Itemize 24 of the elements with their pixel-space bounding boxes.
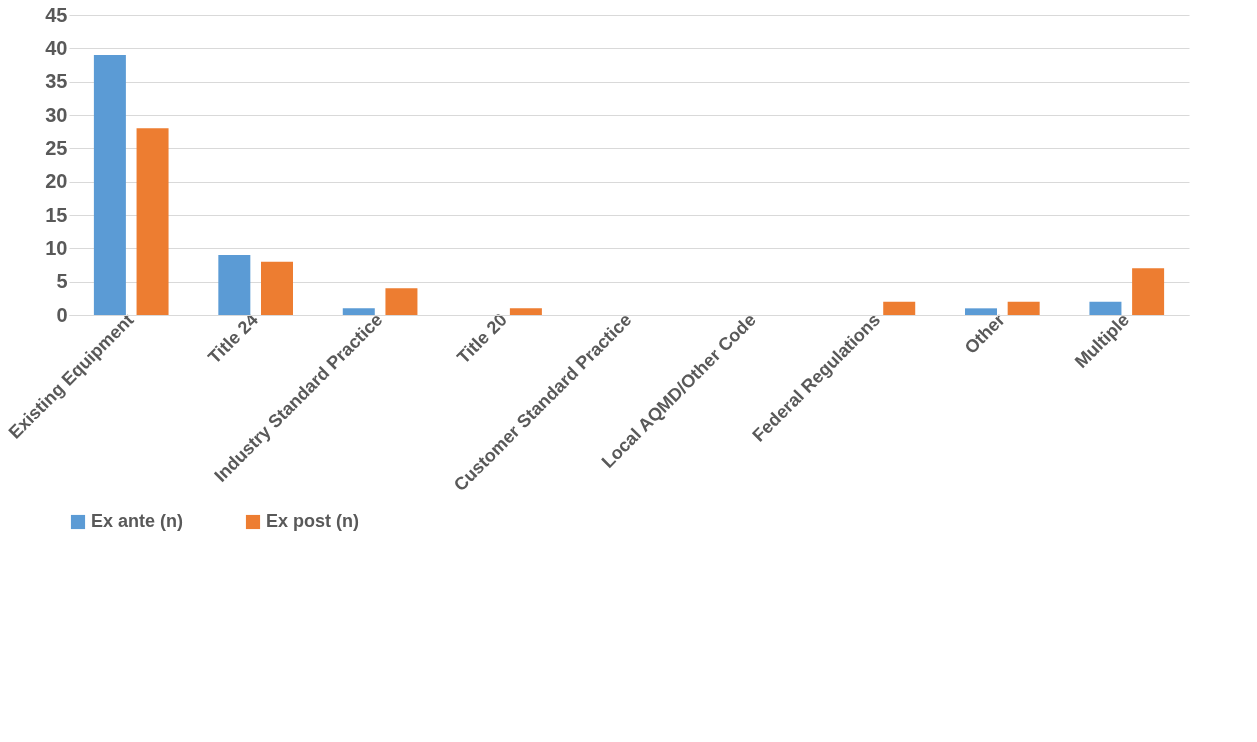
y-tick-label: 40 [45,36,68,59]
y-tick-label: 10 [45,236,68,259]
bar [93,55,126,315]
bar [218,255,251,315]
legend-label: Ex ante (n) [91,511,184,531]
bar [965,308,997,315]
bar [342,308,375,315]
y-tick-label: 5 [56,270,68,293]
bar [136,128,169,315]
y-tick-label: 30 [45,103,68,126]
bar [261,261,293,315]
bar [1089,301,1122,315]
y-tick-label: 35 [45,70,68,93]
bar [1007,301,1040,315]
bar [1132,268,1165,315]
bar [385,288,418,315]
x-tick-label: Title 20 [453,309,511,368]
y-tick-label: 15 [45,203,68,226]
y-tick-label: 25 [45,136,68,159]
y-tick-label: 20 [45,170,68,193]
bar [883,301,916,315]
y-tick-label: 45 [45,3,68,26]
bar [509,308,542,315]
legend-label: Ex post (n) [266,511,359,531]
